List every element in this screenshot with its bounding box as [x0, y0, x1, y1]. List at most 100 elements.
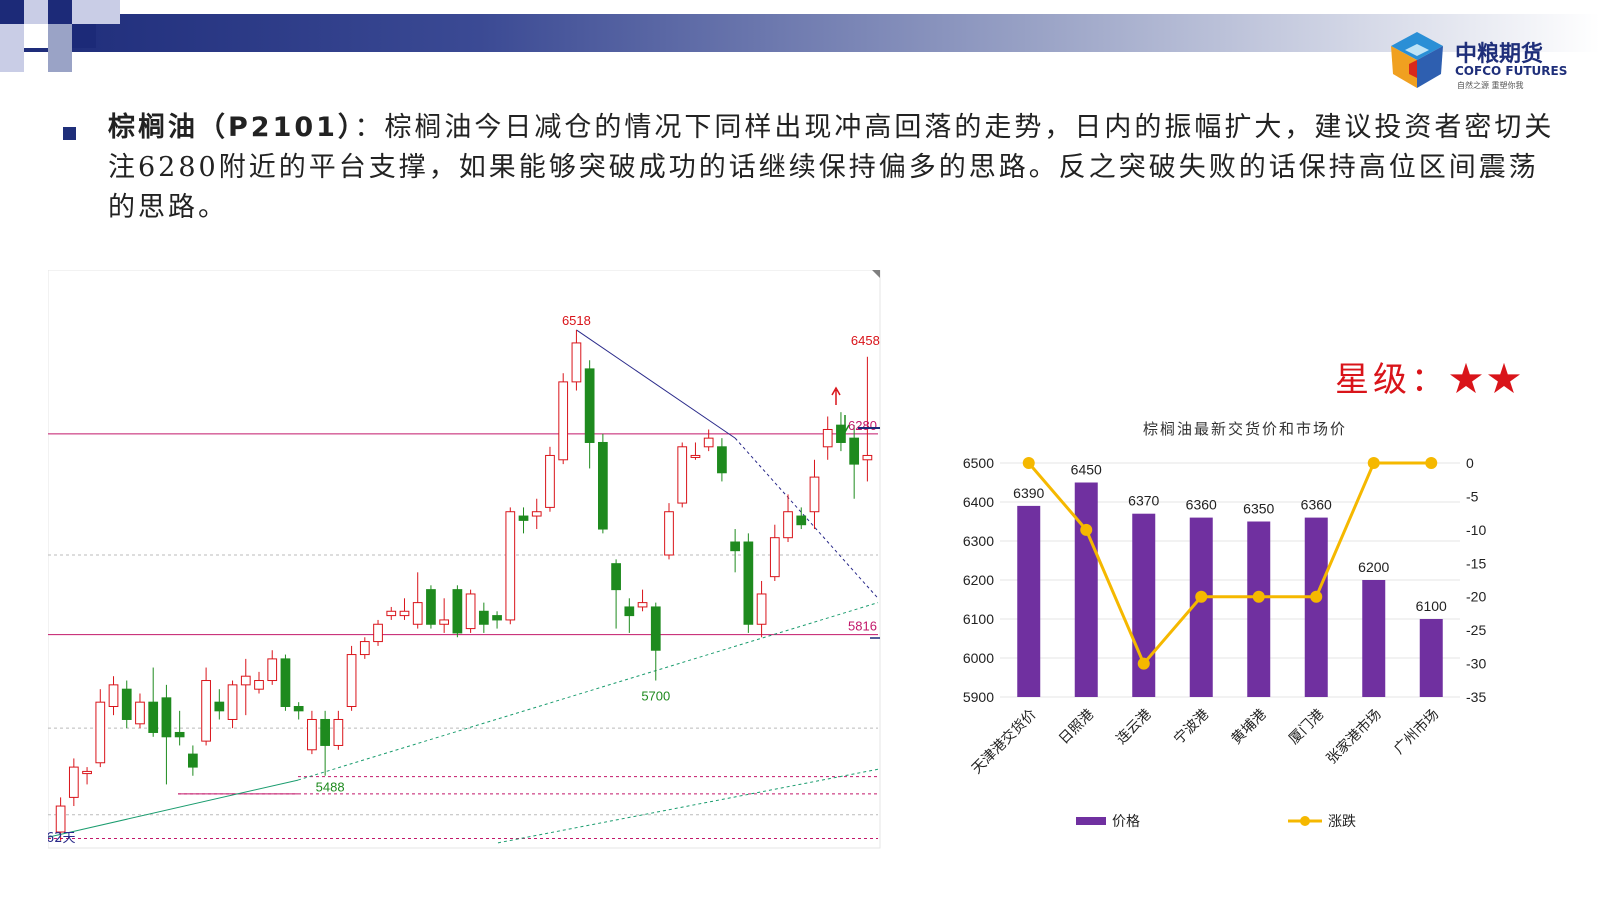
legend-label-change: 涨跌 — [1328, 814, 1356, 830]
legend-label-price: 价格 — [1112, 814, 1140, 830]
price-bar — [1362, 580, 1386, 697]
price-bar — [1419, 619, 1443, 697]
candle-body — [161, 697, 172, 738]
change-point — [1137, 657, 1150, 670]
candle-body — [611, 563, 621, 591]
change-point — [1425, 457, 1438, 469]
candle-body — [201, 680, 211, 742]
star-rating: 星级：★★ — [1335, 352, 1525, 401]
candle-body — [703, 437, 714, 448]
price-bar — [1304, 517, 1328, 697]
label-high-main: 6518 — [562, 313, 591, 328]
candle-body — [121, 688, 132, 720]
candle-body — [822, 428, 833, 448]
label-low-2: 5700 — [641, 689, 670, 704]
price-bar — [1247, 521, 1271, 697]
candle-body — [624, 606, 635, 617]
candle-body — [68, 766, 79, 798]
candle-body — [373, 623, 383, 643]
candle-body — [214, 701, 225, 712]
candle-body — [650, 606, 661, 651]
change-point — [1252, 590, 1265, 603]
label-high-recent: 6458 — [851, 333, 880, 348]
candle-body — [637, 602, 648, 608]
candle-body — [571, 342, 582, 383]
candle-body — [730, 541, 740, 552]
commentary-body: 棕榈油今日减仓的情况下同样出现冲高回落的走势，日内的振幅扩大，建议投资者密切关注… — [108, 112, 1555, 223]
bar-value-label: 6100 — [1416, 598, 1447, 614]
y-right-tick-label: -20 — [1466, 589, 1486, 605]
candle-body — [320, 718, 330, 746]
candle-body — [796, 515, 807, 526]
change-point — [1080, 523, 1093, 536]
price-bar — [1189, 517, 1213, 697]
bar-value-label: 6360 — [1186, 497, 1217, 513]
y-right-tick-label: -30 — [1466, 656, 1486, 672]
header-square — [0, 0, 24, 24]
x-tick-label: 宁波港 — [1170, 706, 1212, 748]
cofco-logo: 中粮期货 COFCO FUTURES 自然之源 重塑你我 — [1385, 28, 1585, 94]
candle-body — [862, 454, 873, 461]
candle-body — [598, 441, 608, 530]
legend-swatch-price — [1076, 817, 1106, 825]
x-tick-label: 厦门港 — [1286, 707, 1327, 748]
price-bar-line-chart: 棕榈油最新交货价和市场价 5900 6000 6100 6200 6300 6400 6500… — [963, 420, 1487, 830]
header-square — [24, 24, 48, 48]
candle-body — [280, 658, 291, 707]
header-square — [72, 24, 96, 48]
candle-body — [174, 731, 185, 738]
down-arrow-icon — [840, 415, 850, 434]
bar-value-label: 6450 — [1071, 462, 1102, 478]
bar-value-label: 6370 — [1128, 493, 1159, 509]
y-left-tick-label: 6200 — [963, 572, 994, 588]
candle-body — [95, 701, 106, 764]
x-tick-label: 天津港交货价 — [968, 706, 1039, 777]
y-right-tick-label: -15 — [1466, 555, 1486, 571]
candle-body — [426, 589, 436, 625]
up-arrow-icon — [831, 386, 841, 405]
candle-body — [386, 610, 397, 617]
header-square — [0, 48, 24, 72]
header-square — [48, 48, 72, 72]
candle-body — [465, 593, 476, 630]
corner-marker — [872, 270, 880, 278]
change-line — [1027, 461, 1432, 667]
candle-body — [359, 641, 370, 656]
candle-body — [293, 705, 304, 712]
cofco-logo-icon — [1391, 32, 1443, 88]
y-right-tick-label: -35 — [1466, 689, 1486, 705]
candle-body — [743, 541, 754, 625]
y-left-tick-label: 6000 — [963, 650, 994, 666]
price-bar — [1017, 505, 1041, 697]
candle-body — [545, 454, 555, 508]
y-left-tick-label: 6300 — [963, 533, 994, 549]
header-square — [0, 24, 24, 48]
candle-body — [399, 610, 410, 617]
label-level-upper: 6280 — [848, 418, 877, 433]
x-tick-label: 日照港 — [1056, 707, 1097, 748]
price-bar — [1074, 482, 1098, 697]
commentary-title: 棕榈油（P2101） — [108, 112, 355, 143]
logo-chinese-name: 中粮期货 — [1455, 42, 1544, 67]
commentary-separator: ： — [354, 112, 385, 143]
change-point — [1022, 457, 1035, 469]
candle-body — [412, 602, 423, 625]
candle-body — [55, 805, 66, 833]
header-square — [72, 0, 96, 24]
change-point — [1367, 457, 1380, 469]
candle-body — [240, 675, 251, 686]
candlestick-chart: 6518 6458 5488 5700 6280 5816 62天 — [48, 270, 906, 870]
bullet-marker — [63, 127, 76, 140]
header-band — [0, 14, 1600, 52]
downtrend-line — [576, 329, 736, 439]
candle-body — [254, 680, 264, 690]
channel-line — [497, 768, 879, 844]
x-tick-label: 张家港市场 — [1323, 706, 1385, 768]
candle-body — [690, 454, 701, 458]
bar-value-label: 6200 — [1358, 559, 1389, 575]
rating-stars: ★★ — [1449, 360, 1525, 400]
uptrend-extension — [297, 602, 879, 781]
label-level-lower: 5816 — [848, 619, 877, 634]
chart-frame — [48, 270, 881, 849]
header-square — [48, 24, 72, 48]
